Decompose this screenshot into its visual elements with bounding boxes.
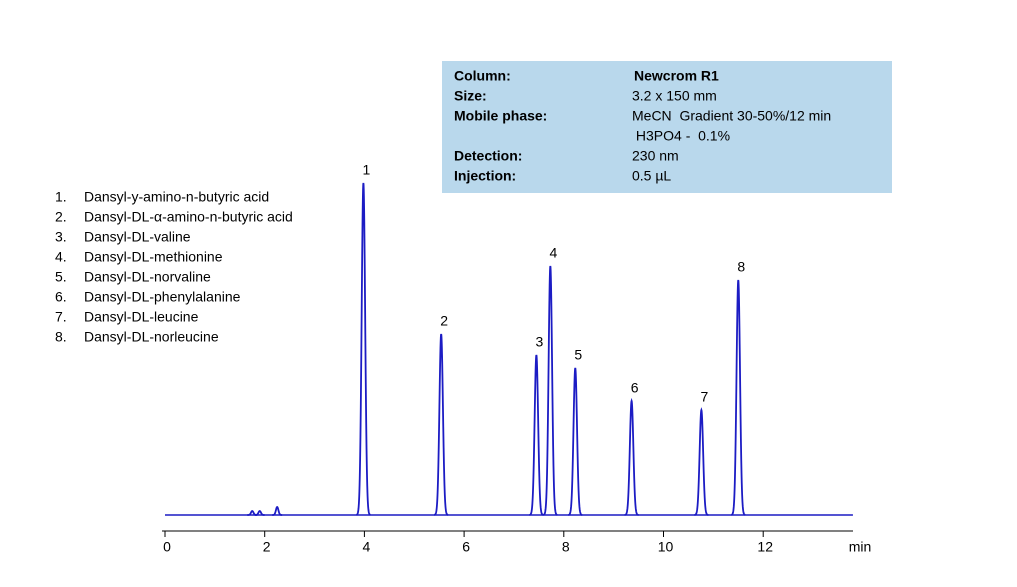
peak	[624, 397, 639, 516]
legend-number: 2.	[55, 209, 67, 225]
peak-label: 6	[631, 380, 639, 396]
x-tick-label: 10	[658, 539, 674, 555]
x-tick-label: 0	[163, 539, 171, 555]
peak	[731, 279, 746, 516]
x-tick-label: 4	[363, 539, 371, 555]
legend-number: 4.	[55, 249, 67, 265]
peak	[356, 182, 371, 516]
legend-entry: Dansyl-DL-norvaline	[84, 269, 211, 285]
legend-number: 3.	[55, 229, 67, 245]
legend-entry: Dansyl-DL-methionine	[84, 249, 223, 265]
peak-label: 4	[549, 245, 557, 261]
info-box	[442, 61, 892, 193]
legend-entry: Dansyl-DL-norleucine	[84, 329, 219, 345]
info-value: 3.2 x 150 mm	[632, 88, 717, 104]
peak	[543, 265, 558, 516]
x-axis-label: min	[849, 539, 872, 555]
legend-number: 8.	[55, 329, 67, 345]
minor-peak	[272, 506, 283, 516]
legend-number: 7.	[55, 309, 67, 325]
legend-entry: Dansyl-DL-leucine	[84, 309, 199, 325]
legend-number: 1.	[55, 189, 67, 205]
peak	[434, 333, 449, 516]
peak-label: 3	[535, 334, 543, 350]
legend-number: 5.	[55, 269, 67, 285]
x-tick-label: 6	[462, 539, 470, 555]
info-label: Size:	[454, 88, 487, 104]
x-tick-label: 8	[562, 539, 570, 555]
info-value: 230 nm	[632, 148, 679, 164]
peak	[529, 354, 544, 516]
legend-entry: Dansyl-DL-valine	[84, 229, 191, 245]
info-value: H3PO4 - 0.1%	[632, 128, 730, 144]
peak-label: 7	[700, 389, 708, 405]
info-value: Newcrom R1	[634, 68, 719, 84]
legend-number: 6.	[55, 289, 67, 305]
x-tick-label: 2	[263, 539, 271, 555]
x-tick-label: 12	[757, 539, 773, 555]
info-label: Detection:	[454, 148, 522, 164]
peak-label: 2	[440, 313, 448, 329]
info-label: Injection:	[454, 168, 516, 184]
peak	[568, 367, 583, 516]
info-label: Column:	[454, 68, 511, 84]
legend-entry: Dansyl-DL-α-amino-n-butyric acid	[84, 209, 293, 225]
legend-entry: Dansyl-y-amino-n-butyric acid	[84, 189, 269, 205]
minor-peak	[254, 510, 265, 516]
info-value: 0.5 µL	[632, 168, 671, 184]
peak-label: 8	[737, 259, 745, 275]
peak-label: 1	[363, 162, 371, 178]
info-value: MeCN Gradient 30-50%/12 min	[632, 108, 831, 124]
peak	[694, 407, 709, 516]
legend-entry: Dansyl-DL-phenylalanine	[84, 289, 241, 305]
info-label: Mobile phase:	[454, 108, 547, 124]
peak-label: 5	[574, 347, 582, 363]
